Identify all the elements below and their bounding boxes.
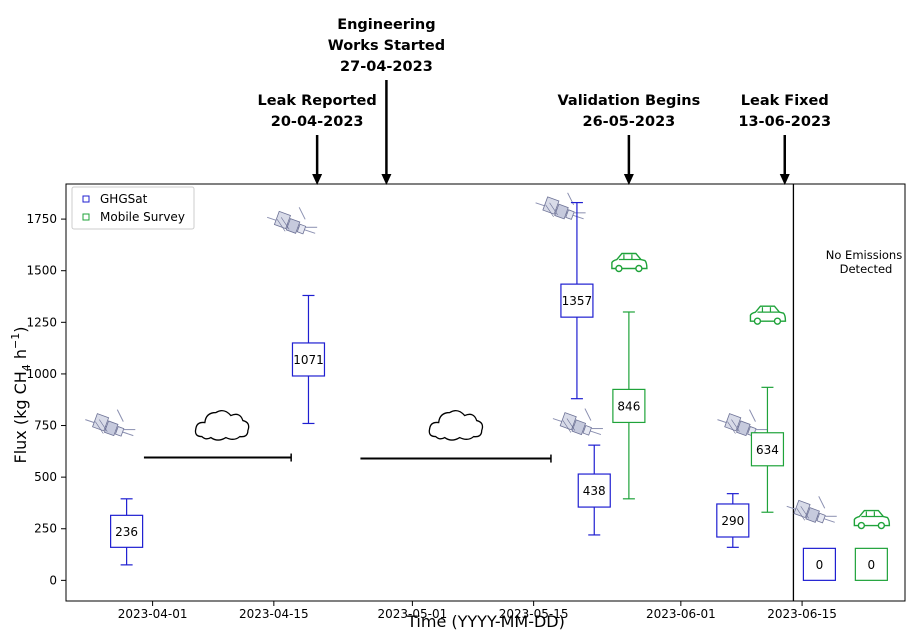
- y-tick-label: 500: [34, 470, 57, 484]
- data-point-box: [110, 514, 144, 548]
- car-icon: [611, 252, 648, 273]
- satellite-icon: [266, 206, 318, 235]
- data-label: 634: [756, 443, 779, 457]
- data-point-box: [716, 503, 750, 538]
- data-point-box: [802, 547, 837, 581]
- data-label: 1071: [293, 353, 324, 367]
- data-label: 0: [868, 558, 876, 572]
- car-icon: [749, 305, 787, 325]
- data-label: 0: [816, 558, 824, 572]
- event-label-line: Leak Reported: [258, 93, 377, 109]
- satellite-icon: [535, 192, 587, 220]
- x-tick-label: 2023-06-01: [646, 607, 716, 621]
- event-label: Leak Fixed 13-06-2023: [738, 93, 831, 130]
- cloud-icon: [194, 409, 250, 441]
- y-tick-label: 250: [34, 522, 57, 536]
- event-label: Validation Begins 26-05-2023: [558, 93, 701, 130]
- data-point-box: [854, 547, 888, 581]
- y-tick-label: 1500: [26, 264, 57, 278]
- legend-mobile-label: Mobile Survey: [100, 210, 185, 224]
- x-axis-label: Time (YYYY-MM-DD): [406, 612, 565, 631]
- data-label: 438: [583, 484, 606, 498]
- data-label: 846: [617, 399, 640, 413]
- car-icon: [853, 509, 891, 530]
- y-tick-label: 750: [34, 419, 57, 433]
- satellite-icon: [84, 409, 136, 437]
- data-point-box: [750, 432, 785, 467]
- data-point-box: [612, 388, 646, 424]
- data-point-box: [291, 342, 326, 377]
- satellite-icon: [786, 495, 838, 524]
- event-label: Engineering Works Started 27-04-2023: [328, 17, 445, 75]
- event-label-line: 13-06-2023: [738, 114, 831, 130]
- event-label-line: Leak Fixed: [741, 93, 829, 109]
- event-label-line: Engineering: [337, 17, 435, 33]
- y-tick-label: 1750: [26, 212, 57, 226]
- event-arrow-head: [312, 174, 323, 185]
- legend-mobile-marker: [82, 213, 90, 221]
- legend: GHGSat Mobile Survey: [71, 186, 195, 230]
- event-label: Leak Reported 20-04-2023: [258, 93, 377, 130]
- event-label-line: Validation Begins: [558, 93, 701, 109]
- event-label-line: 20-04-2023: [271, 114, 364, 130]
- cloud-icon: [428, 409, 484, 441]
- y-tick-label: 1000: [26, 367, 57, 381]
- y-tick-label: 0: [49, 573, 57, 587]
- event-arrow-head: [779, 174, 790, 185]
- x-tick-label: 2023-04-15: [239, 607, 309, 621]
- data-label: 290: [721, 514, 744, 528]
- event-label-line: 26-05-2023: [583, 114, 676, 130]
- no-emissions-annotation: No Emissions Detected: [826, 248, 902, 276]
- satellite-icon: [552, 408, 604, 436]
- x-tick-label: 2023-04-01: [118, 607, 188, 621]
- data-label: 1357: [562, 294, 593, 308]
- data-label: 236: [115, 525, 138, 539]
- y-axis-label: Flux (kg CH4 h−1): [9, 327, 33, 464]
- y-tick-label: 1250: [26, 315, 57, 329]
- x-tick-label: 2023-06-15: [767, 607, 837, 621]
- event-label-line: Works Started: [328, 38, 445, 54]
- x-tick-label: 2023-05-01: [378, 607, 448, 621]
- event-arrow-head: [381, 174, 392, 185]
- plot-frame: [65, 183, 906, 602]
- data-point-box: [560, 283, 594, 318]
- data-point-box: [577, 473, 611, 508]
- legend-ghgsat-label: GHGSat: [100, 192, 148, 206]
- x-tick-label: 2023-05-15: [499, 607, 569, 621]
- legend-frame: [71, 186, 195, 230]
- event-arrow-head: [623, 174, 634, 185]
- event-label-line: 27-04-2023: [340, 59, 433, 75]
- legend-ghgsat-marker: [82, 195, 90, 203]
